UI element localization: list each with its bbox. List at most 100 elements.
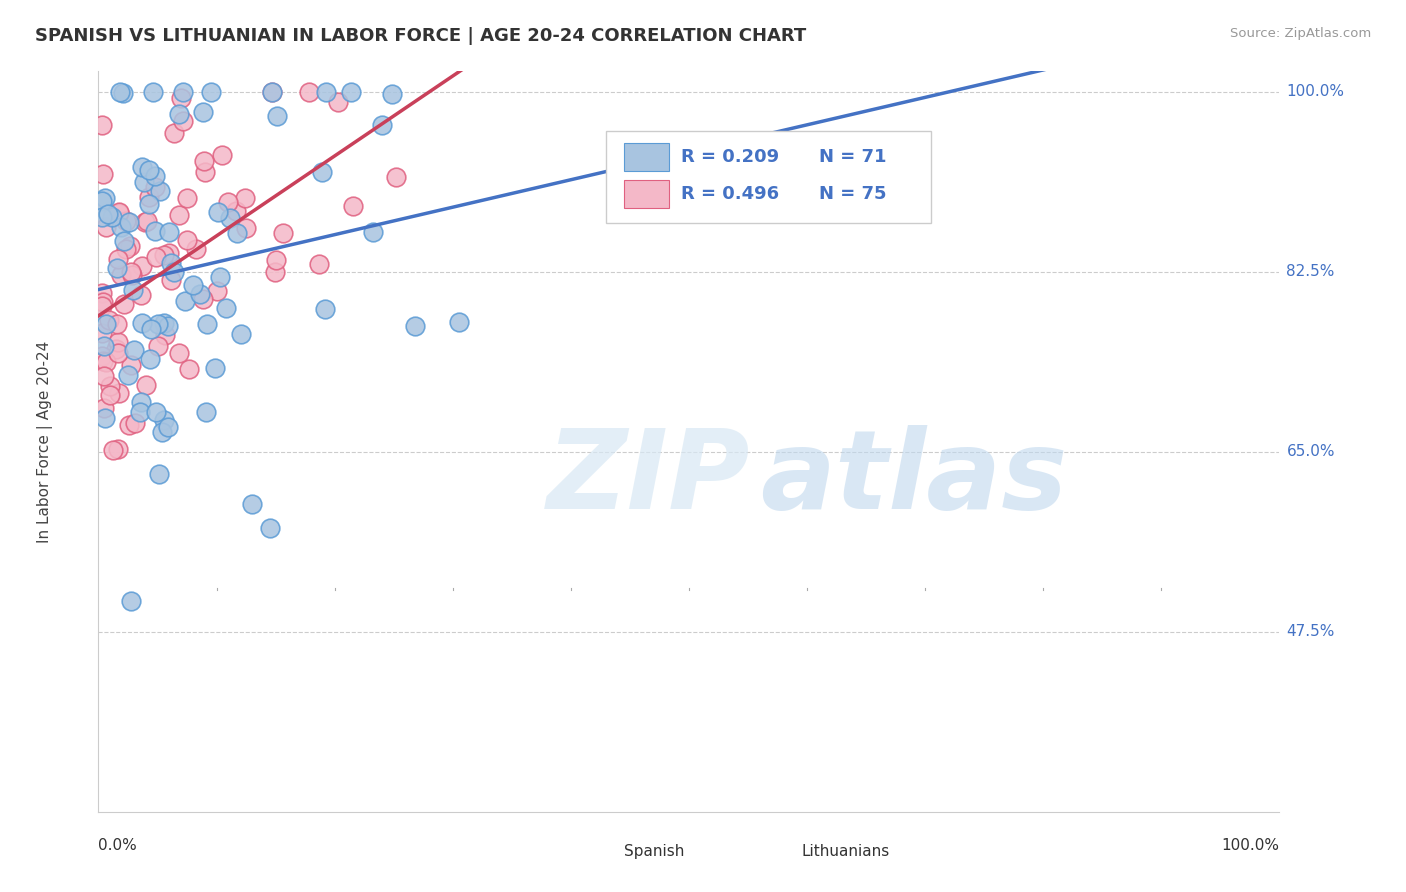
Point xyxy=(205,284,228,298)
Text: 100.0%: 100.0% xyxy=(1222,838,1279,853)
Point xyxy=(215,301,238,315)
Point xyxy=(136,213,159,227)
Point xyxy=(108,85,131,99)
Point xyxy=(138,163,160,178)
Point xyxy=(342,199,364,213)
Point xyxy=(93,167,115,181)
Point xyxy=(231,326,253,341)
Point xyxy=(211,147,233,161)
Point xyxy=(91,299,114,313)
Point xyxy=(233,190,256,204)
Point xyxy=(146,339,169,353)
Point xyxy=(157,319,180,334)
Point xyxy=(108,386,131,401)
Point xyxy=(138,197,160,211)
Point xyxy=(264,265,287,279)
Point xyxy=(110,268,132,282)
Point xyxy=(91,354,114,368)
Point xyxy=(157,420,180,434)
Point xyxy=(157,225,180,239)
Point xyxy=(98,379,121,393)
Point xyxy=(194,405,217,419)
Text: 100.0%: 100.0% xyxy=(1286,85,1344,99)
Point xyxy=(208,269,231,284)
Point xyxy=(193,292,215,306)
Point xyxy=(162,265,184,279)
Point xyxy=(120,265,142,279)
Point xyxy=(112,296,135,310)
Text: atlas: atlas xyxy=(759,425,1067,532)
Point xyxy=(107,252,129,266)
Point xyxy=(194,165,217,179)
Point xyxy=(108,206,131,220)
Point xyxy=(91,118,114,132)
FancyBboxPatch shape xyxy=(754,844,789,860)
Point xyxy=(153,413,176,427)
Point xyxy=(112,87,135,101)
Point xyxy=(103,443,125,458)
Text: 47.5%: 47.5% xyxy=(1286,624,1334,640)
Text: R = 0.209: R = 0.209 xyxy=(681,148,779,166)
Point xyxy=(128,405,150,419)
Point xyxy=(97,313,120,327)
Point xyxy=(138,190,160,204)
Point xyxy=(217,195,239,210)
Point xyxy=(135,378,157,392)
Point xyxy=(107,345,129,359)
Point xyxy=(153,247,176,261)
Point xyxy=(131,316,153,330)
Point xyxy=(447,315,470,329)
Text: Source: ZipAtlas.com: Source: ZipAtlas.com xyxy=(1230,27,1371,40)
Point xyxy=(91,294,114,309)
Point xyxy=(264,253,287,268)
Point xyxy=(104,343,127,357)
Text: 0.0%: 0.0% xyxy=(98,838,138,853)
Point xyxy=(326,95,349,110)
Point xyxy=(117,368,139,383)
Point xyxy=(145,250,167,264)
Point xyxy=(132,175,155,189)
Text: N = 71: N = 71 xyxy=(818,148,886,166)
FancyBboxPatch shape xyxy=(576,844,612,860)
Text: Lithuanians: Lithuanians xyxy=(801,844,890,859)
Point xyxy=(260,85,283,99)
Point xyxy=(381,87,404,101)
Point xyxy=(122,343,145,358)
Point xyxy=(153,328,176,343)
Point xyxy=(124,417,146,431)
Point xyxy=(97,207,120,221)
Point xyxy=(262,85,284,99)
Point xyxy=(143,179,166,194)
Point xyxy=(134,214,156,228)
Text: N = 75: N = 75 xyxy=(818,186,886,203)
Point xyxy=(131,260,153,274)
Point xyxy=(98,388,121,402)
Point xyxy=(94,317,117,331)
Point xyxy=(131,161,153,175)
Point xyxy=(225,204,247,219)
Point xyxy=(91,286,114,301)
Point xyxy=(163,126,186,140)
Point xyxy=(142,85,165,99)
Point xyxy=(120,594,142,608)
Point xyxy=(105,317,128,331)
Point xyxy=(174,293,197,308)
Point xyxy=(118,417,141,432)
Point xyxy=(172,85,194,99)
Text: R = 0.496: R = 0.496 xyxy=(681,186,779,203)
Point xyxy=(122,283,145,297)
Point xyxy=(146,317,169,331)
Point xyxy=(153,316,176,330)
Point xyxy=(370,118,392,132)
Point xyxy=(143,224,166,238)
Point xyxy=(121,268,143,283)
Point xyxy=(169,91,191,105)
Point xyxy=(118,238,141,252)
Point xyxy=(114,213,136,227)
Point xyxy=(131,395,153,409)
Text: Spanish: Spanish xyxy=(624,844,685,859)
Point xyxy=(107,205,129,219)
Point xyxy=(91,210,114,224)
FancyBboxPatch shape xyxy=(606,130,931,223)
Point xyxy=(91,194,114,209)
